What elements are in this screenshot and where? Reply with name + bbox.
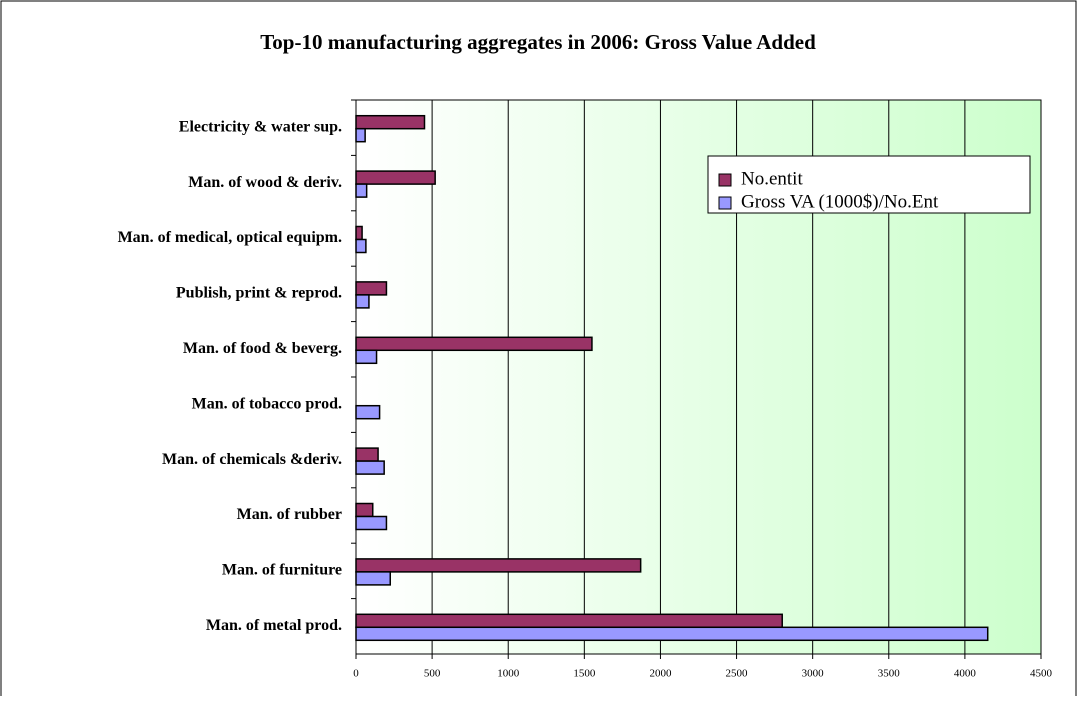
grid: 0 500 1000 1500 2000 2500 3000 3500 4000 4500 Elec… <box>118 99 1053 680</box>
x-tick-label: 4000 <box>954 668 977 680</box>
y-tick-label: Man. of rubber <box>237 506 342 523</box>
x-tick-label: 4500 <box>1030 668 1053 680</box>
bar <box>355 281 388 296</box>
x-tick-label: 0 <box>353 668 359 680</box>
x-tick-label: 500 <box>424 668 441 680</box>
bar <box>355 502 374 518</box>
bar <box>355 183 368 198</box>
y-tick-label: Man. of tobacco prod. <box>192 395 342 412</box>
x-tick-label: 2000 <box>649 668 672 680</box>
x-tick-label: 1500 <box>573 668 596 680</box>
bar <box>355 613 783 629</box>
bar <box>355 294 370 309</box>
y-tick-label: Man. of metal prod. <box>206 617 342 634</box>
legend-label: Gross VA (1000$)/No.Ent <box>741 191 939 212</box>
bar <box>355 447 379 462</box>
y-tick-label: Man. of food & beverg. <box>183 340 342 357</box>
legend-label: No.entit <box>741 168 803 189</box>
x-tick-label: 3500 <box>878 668 901 680</box>
bar <box>355 114 426 130</box>
y-tick-label: Man. of medical, optical equipm. <box>118 229 342 246</box>
bar <box>355 336 593 352</box>
bar <box>355 558 642 573</box>
y-tick-label: Electricity & water sup. <box>179 118 342 135</box>
bar <box>355 238 367 254</box>
bar <box>355 404 381 420</box>
chart-title: Top-10 manufacturing aggregates in 2006:… <box>260 30 816 54</box>
legend-swatch <box>718 173 732 187</box>
y-tick-label: Man. of chemicals &deriv. <box>162 451 342 468</box>
x-tick-label: 1000 <box>497 668 520 680</box>
bar <box>355 571 391 586</box>
bar <box>355 127 366 143</box>
x-tick-label: 2500 <box>726 668 749 680</box>
y-tick-label: Man. of wood & deriv. <box>188 174 342 191</box>
legend-swatch <box>718 196 732 210</box>
bar <box>355 225 363 241</box>
bar <box>355 460 385 475</box>
bar <box>355 349 378 365</box>
bar <box>355 626 989 642</box>
bars <box>355 114 989 642</box>
legend-box <box>707 155 1031 214</box>
x-tick-label: 3000 <box>802 668 825 680</box>
bar <box>355 170 436 185</box>
y-tick-label: Publish, print & reprod. <box>176 285 342 302</box>
y-tick-label: Man. of furniture <box>222 562 342 579</box>
bar <box>355 515 388 531</box>
